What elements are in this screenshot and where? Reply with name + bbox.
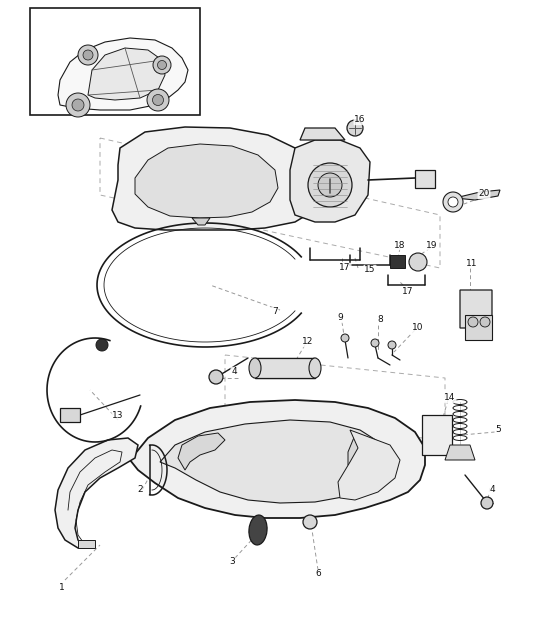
Polygon shape — [60, 408, 80, 422]
Circle shape — [158, 60, 167, 70]
Circle shape — [371, 339, 379, 347]
Circle shape — [83, 50, 93, 60]
Polygon shape — [445, 445, 475, 460]
Polygon shape — [455, 190, 500, 200]
Text: 15: 15 — [364, 266, 376, 274]
Circle shape — [153, 94, 164, 106]
Circle shape — [303, 515, 317, 529]
Polygon shape — [130, 400, 425, 518]
Text: 9: 9 — [337, 313, 343, 323]
Text: 7: 7 — [272, 308, 278, 317]
Polygon shape — [160, 420, 392, 503]
Circle shape — [78, 45, 98, 65]
Circle shape — [448, 197, 458, 207]
Circle shape — [481, 497, 493, 509]
Polygon shape — [422, 415, 452, 455]
Polygon shape — [178, 433, 225, 470]
Text: 14: 14 — [444, 394, 456, 403]
Text: 10: 10 — [412, 323, 424, 332]
Polygon shape — [415, 170, 435, 188]
Text: 8: 8 — [377, 315, 383, 325]
Ellipse shape — [309, 358, 321, 378]
Circle shape — [388, 341, 396, 349]
Text: 20: 20 — [479, 190, 490, 198]
Ellipse shape — [249, 358, 261, 378]
Ellipse shape — [249, 515, 267, 545]
Polygon shape — [78, 540, 95, 548]
Polygon shape — [192, 218, 210, 225]
Polygon shape — [338, 430, 400, 500]
Circle shape — [308, 163, 352, 207]
Text: 17: 17 — [339, 264, 351, 273]
Polygon shape — [460, 290, 492, 328]
Circle shape — [409, 253, 427, 271]
Circle shape — [480, 317, 490, 327]
Text: 19: 19 — [426, 241, 438, 249]
Text: 4: 4 — [231, 367, 237, 377]
Polygon shape — [58, 38, 188, 110]
Text: 2: 2 — [137, 485, 143, 494]
Circle shape — [153, 56, 171, 74]
Circle shape — [341, 334, 349, 342]
Text: 4: 4 — [489, 485, 495, 494]
Polygon shape — [348, 435, 380, 473]
Polygon shape — [112, 127, 322, 230]
Text: 17: 17 — [402, 288, 414, 296]
Polygon shape — [290, 140, 370, 222]
Text: 18: 18 — [394, 241, 405, 249]
Text: 13: 13 — [112, 411, 124, 421]
Polygon shape — [300, 128, 345, 140]
Circle shape — [66, 93, 90, 117]
Circle shape — [443, 192, 463, 212]
Circle shape — [347, 120, 363, 136]
Circle shape — [72, 99, 84, 111]
Polygon shape — [55, 438, 138, 548]
Circle shape — [96, 339, 108, 351]
Polygon shape — [465, 315, 492, 340]
Polygon shape — [30, 8, 200, 115]
Circle shape — [468, 317, 478, 327]
Circle shape — [318, 173, 342, 197]
Text: 11: 11 — [467, 259, 478, 268]
Polygon shape — [390, 255, 405, 268]
Text: 6: 6 — [315, 570, 321, 578]
Circle shape — [147, 89, 169, 111]
Circle shape — [209, 370, 223, 384]
Text: 1: 1 — [59, 583, 65, 592]
Polygon shape — [255, 358, 315, 378]
Text: 5: 5 — [495, 426, 501, 435]
Polygon shape — [135, 144, 278, 218]
Text: 3: 3 — [229, 558, 235, 566]
Polygon shape — [88, 48, 165, 100]
Text: 12: 12 — [302, 337, 314, 347]
Text: 16: 16 — [354, 116, 366, 124]
